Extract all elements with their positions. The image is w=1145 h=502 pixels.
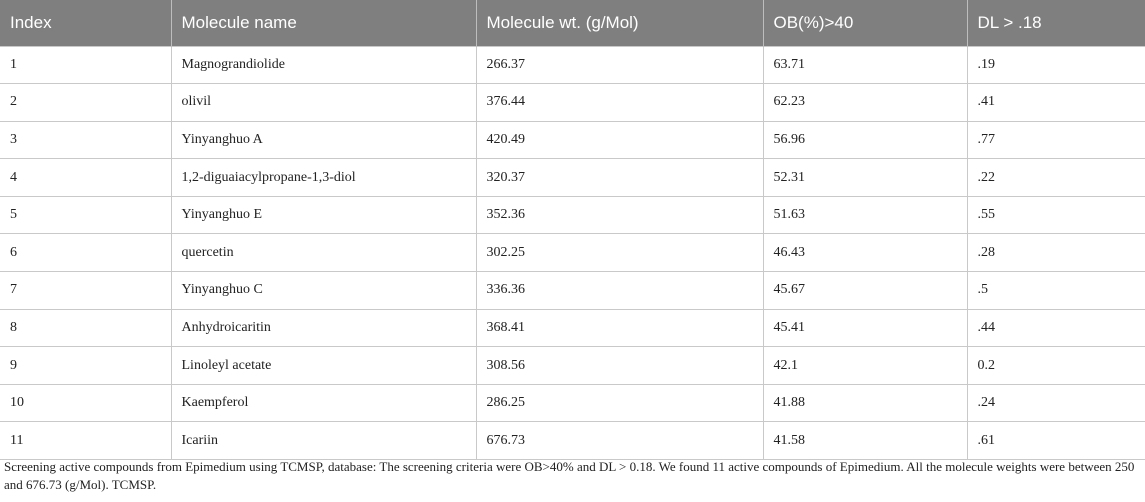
cell-molecule-weight: 336.36	[475, 271, 763, 310]
cell-molecule-name: Yinyanghuo A	[170, 120, 476, 159]
table-header-row: Index Molecule name Molecule wt. (g/Mol)…	[0, 0, 1145, 46]
table-row: 11 Icariin 676.73 41.58.61	[0, 421, 1145, 461]
cell-molecule-weight: 376.44	[475, 83, 763, 122]
table-row: 5 Yinyanghuo E 352.36 51.63.55	[0, 195, 1145, 234]
header-ob: OB(%)>40	[762, 0, 967, 46]
cell-ob: 52.31	[762, 158, 967, 197]
cell-dl: .61	[966, 421, 1145, 461]
cell-dl: .41	[966, 83, 1145, 122]
cell-index: 10	[0, 383, 171, 422]
table-row: 10 Kaempferol 286.25 41.88.24	[0, 383, 1145, 422]
cell-index: 3	[0, 120, 171, 159]
cell-ob: 62.23	[762, 83, 967, 122]
cell-ob: 56.96	[762, 120, 967, 159]
cell-dl: .55	[966, 195, 1145, 234]
cell-molecule-name: 1,2-diguaiacylpropane-1,3-diol	[170, 158, 476, 197]
cell-index: 1	[0, 45, 171, 84]
cell-ob: 41.58	[762, 421, 967, 461]
header-molecule-name: Molecule name	[170, 0, 476, 46]
cell-dl: .22	[966, 158, 1145, 197]
cell-molecule-name: Icariin	[170, 421, 476, 461]
cell-index: 7	[0, 271, 171, 310]
cell-ob: 45.67	[762, 271, 967, 310]
cell-ob: 46.43	[762, 233, 967, 272]
table-header: Index Molecule name Molecule wt. (g/Mol)…	[0, 0, 1145, 46]
cell-molecule-name: Linoleyl acetate	[170, 346, 476, 385]
cell-molecule-name: olivil	[170, 83, 476, 122]
cell-molecule-name: Yinyanghuo E	[170, 195, 476, 234]
cell-dl: .44	[966, 308, 1145, 347]
cell-dl: .77	[966, 120, 1145, 159]
cell-molecule-name: Kaempferol	[170, 383, 476, 422]
cell-index: 11	[0, 421, 171, 461]
cell-dl: .24	[966, 383, 1145, 422]
cell-molecule-weight: 676.73	[475, 421, 763, 461]
cell-index: 6	[0, 233, 171, 272]
cell-dl: .5	[966, 271, 1145, 310]
table-row: 6 quercetin 302.25 46.43.28	[0, 233, 1145, 272]
table-row: 8 Anhydroicaritin 368.41 45.41.44	[0, 308, 1145, 347]
compounds-table: Index Molecule name Molecule wt. (g/Mol)…	[0, 0, 1145, 461]
table-row: 4 1,2-diguaiacylpropane-1,3-diol 320.37 52.…	[0, 158, 1145, 197]
cell-ob: 63.71	[762, 45, 967, 84]
cell-molecule-name: quercetin	[170, 233, 476, 272]
cell-ob: 51.63	[762, 195, 967, 234]
header-index: Index	[10, 12, 52, 32]
cell-ob: 45.41	[762, 308, 967, 347]
cell-molecule-weight: 320.37	[475, 158, 763, 197]
cell-dl: .28	[966, 233, 1145, 272]
cell-molecule-name: Yinyanghuo C	[170, 271, 476, 310]
table-footnote: Screening active compounds from Epimediu…	[4, 459, 1135, 492]
compounds-table-container: Index Molecule name Molecule wt. (g/Mol)…	[0, 0, 1145, 461]
cell-dl: .19	[966, 45, 1145, 84]
header-dl: DL > .18	[966, 0, 1145, 46]
cell-molecule-name: Magnograndiolide	[170, 45, 476, 84]
cell-ob: 42.1	[762, 346, 967, 385]
table-row: 2 olivil 376.44 62.23.41	[0, 83, 1145, 122]
cell-index: 2	[0, 83, 171, 122]
cell-index: 5	[0, 195, 171, 234]
table-row: 3 Yinyanghuo A 420.49 56.96.77	[0, 120, 1145, 159]
cell-molecule-weight: 352.36	[475, 195, 763, 234]
cell-ob: 41.88	[762, 383, 967, 422]
table-body: 1 Magnograndiolide 266.37 63.71.19 2 olivil 37…	[0, 45, 1145, 461]
cell-index: 9	[0, 346, 171, 385]
table-row: 1 Magnograndiolide 266.37 63.71.19	[0, 45, 1145, 84]
cell-molecule-weight: 286.25	[475, 383, 763, 422]
cell-molecule-weight: 308.56	[475, 346, 763, 385]
table-row: 9 Linoleyl acetate 308.56 42.1 0.2	[0, 346, 1145, 385]
cell-molecule-weight: 368.41	[475, 308, 763, 347]
cell-molecule-weight: 302.25	[475, 233, 763, 272]
cell-index: 4	[0, 158, 171, 197]
cell-molecule-weight: 420.49	[475, 120, 763, 159]
cell-molecule-weight: 266.37	[475, 45, 763, 84]
cell-index: 8	[0, 308, 171, 347]
cell-molecule-name: Anhydroicaritin	[170, 308, 476, 347]
table-row: 7 Yinyanghuo C 336.36 45.67.5	[0, 271, 1145, 310]
cell-dl: 0.2	[966, 346, 1145, 385]
header-molecule-weight: Molecule wt. (g/Mol)	[475, 0, 763, 46]
